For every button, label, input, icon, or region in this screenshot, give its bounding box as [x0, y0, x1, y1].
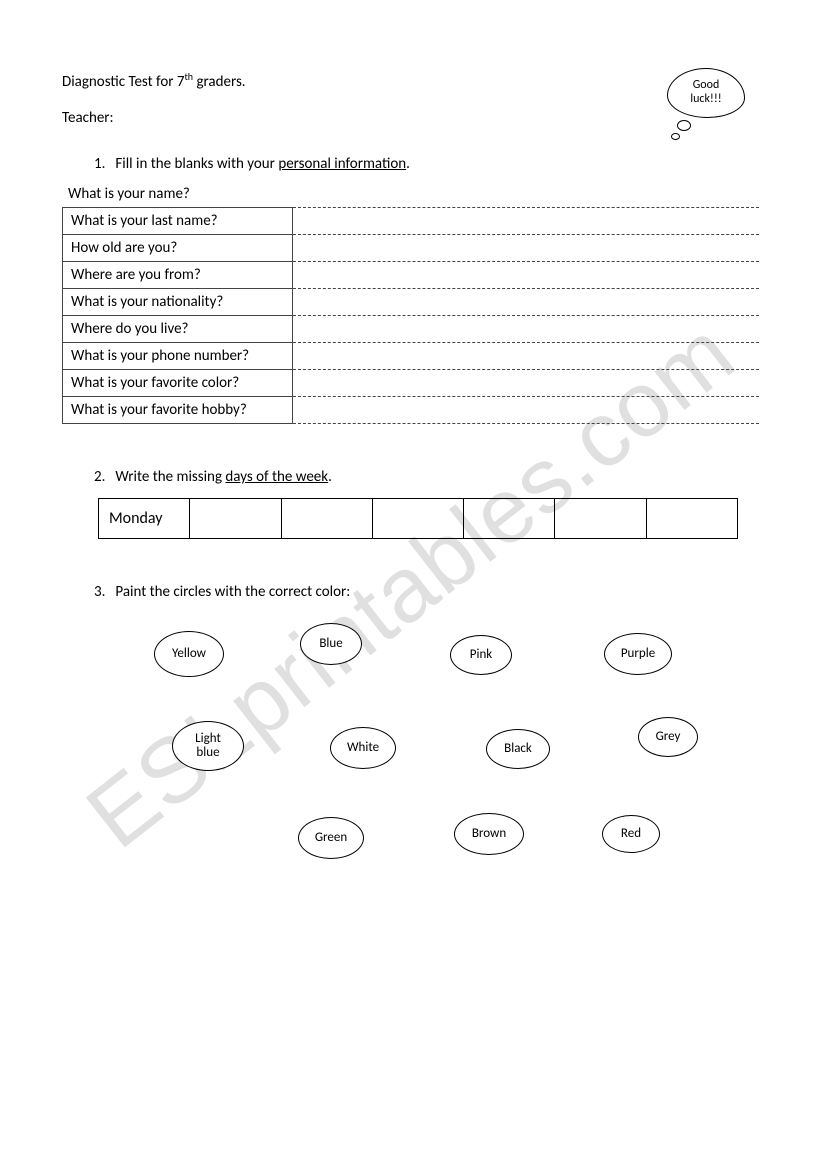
page-title: Diagnostic Test for 7th graders.: [62, 70, 759, 91]
answer-cell[interactable]: [293, 235, 760, 262]
answer-cell[interactable]: [293, 316, 760, 343]
table-row: What is your nationality?: [63, 289, 760, 316]
good-luck-bubble: Good luck!!!: [659, 68, 749, 140]
day-cell: Monday: [99, 499, 190, 539]
q1-num: 1.: [94, 155, 112, 173]
bubble-line1: Good: [693, 78, 720, 92]
table-row: What is your favorite color?: [63, 370, 760, 397]
question-cell: What is your nationality?: [63, 289, 293, 316]
answer-cell[interactable]: [293, 343, 760, 370]
table-row: How old are you?: [63, 235, 760, 262]
question-cell: Where do you live?: [63, 316, 293, 343]
answer-cell[interactable]: [293, 208, 760, 235]
title-sup: th: [184, 70, 193, 83]
bubble-main: Good luck!!!: [667, 68, 745, 118]
bubble-dot-1: [677, 120, 691, 131]
day-cell[interactable]: [372, 499, 463, 539]
answer-cell[interactable]: [293, 289, 760, 316]
day-cell[interactable]: [555, 499, 646, 539]
question-1: 1. Fill in the blanks with your personal…: [94, 155, 759, 173]
days-of-week-table: Monday: [98, 498, 738, 539]
q2-text-post: .: [328, 468, 332, 486]
color-oval[interactable]: White: [330, 727, 396, 769]
table-row: What is your last name?: [63, 208, 760, 235]
color-oval[interactable]: Blue: [300, 623, 362, 665]
question-3: 3. Paint the circles with the correct co…: [94, 583, 759, 601]
day-cell[interactable]: [190, 499, 281, 539]
q2-text-underlined: days of the week: [225, 468, 328, 486]
day-cell[interactable]: [646, 499, 737, 539]
days-row: Monday: [99, 499, 738, 539]
color-oval[interactable]: Pink: [450, 635, 512, 675]
title-pre: Diagnostic Test for 7: [62, 73, 184, 91]
teacher-label: Teacher:: [62, 109, 759, 127]
q1-text-pre: Fill in the blanks with your: [115, 155, 278, 173]
color-oval[interactable]: Grey: [638, 717, 698, 757]
color-oval[interactable]: Red: [602, 815, 660, 853]
question-cell: How old are you?: [63, 235, 293, 262]
color-oval[interactable]: Purple: [604, 633, 672, 675]
worksheet-page: Good luck!!! Diagnostic Test for 7th gra…: [0, 0, 821, 953]
color-oval[interactable]: Green: [298, 817, 364, 859]
q3-num: 3.: [94, 583, 112, 601]
color-oval[interactable]: Black: [486, 729, 550, 769]
answer-cell[interactable]: [293, 370, 760, 397]
title-post: graders.: [193, 73, 246, 91]
q1-text-underlined: personal information: [278, 155, 406, 173]
q1-text-post: .: [406, 155, 410, 173]
bubble-line2: luck!!!: [690, 92, 721, 106]
day-cell[interactable]: [464, 499, 555, 539]
table-row: What is your phone number?: [63, 343, 760, 370]
personal-info-table: What is your last name? How old are you?…: [62, 207, 759, 424]
question-cell: Where are you from?: [63, 262, 293, 289]
question-cell: What is your favorite hobby?: [63, 397, 293, 424]
question-cell: What is your favorite color?: [63, 370, 293, 397]
q3-text: Paint the circles with the correct color…: [115, 583, 350, 601]
color-ovals-area: Yellow Blue Pink Purple Lightblue White Black G…: [82, 613, 762, 913]
day-cell[interactable]: [281, 499, 372, 539]
q2-num: 2.: [94, 468, 112, 486]
question-cell: What is your phone number?: [63, 343, 293, 370]
q2-text-pre: Write the missing: [115, 468, 225, 486]
color-oval[interactable]: Brown: [454, 813, 524, 855]
bubble-dot-2: [671, 133, 680, 140]
table-row: Where do you live?: [63, 316, 760, 343]
color-oval[interactable]: Lightblue: [172, 721, 244, 771]
question-cell: What is your last name?: [63, 208, 293, 235]
table-row: What is your favorite hobby?: [63, 397, 760, 424]
table-row: Where are you from?: [63, 262, 760, 289]
answer-cell[interactable]: [293, 397, 760, 424]
name-question: What is your name?: [68, 185, 759, 203]
answer-cell[interactable]: [293, 262, 760, 289]
question-2: 2. Write the missing days of the week.: [94, 468, 759, 486]
color-oval[interactable]: Yellow: [154, 631, 224, 677]
